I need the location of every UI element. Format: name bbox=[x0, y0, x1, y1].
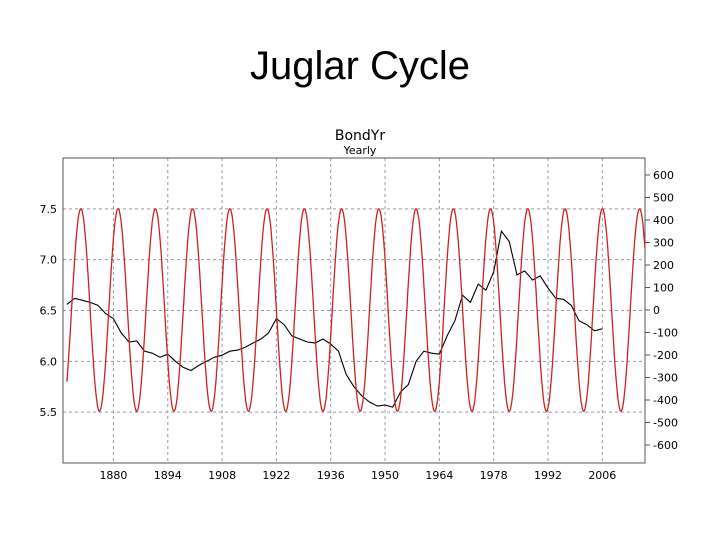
bond-yield-series-line bbox=[66, 229, 603, 408]
right-tick-label: -300 bbox=[653, 372, 678, 385]
left-tick-label: 6.5 bbox=[40, 305, 58, 318]
axis-labels: 1880 1894 1908 1922 1936 1950 1964 1978 1992 2006… bbox=[40, 169, 678, 482]
right-tick-label: 100 bbox=[653, 282, 674, 295]
right-tick-label: 300 bbox=[653, 237, 674, 250]
x-tick-label: 1880 bbox=[99, 469, 127, 482]
chart-subtitle: Yearly bbox=[343, 144, 377, 157]
x-tick-label: 1908 bbox=[208, 469, 236, 482]
slide-title: Juglar Cycle bbox=[249, 44, 471, 88]
right-tick-label: 400 bbox=[653, 214, 674, 227]
x-tick-label: 1992 bbox=[534, 469, 562, 482]
left-tick-label: 5.5 bbox=[40, 406, 58, 419]
cycle-series-line bbox=[66, 208, 646, 413]
grid-lines bbox=[63, 158, 645, 463]
x-tick-label: 1936 bbox=[317, 469, 345, 482]
right-tick-label: -500 bbox=[653, 417, 678, 430]
chart-svg: BondYr Yearly 1880 1894 1908 1922 1936 1950 19… bbox=[40, 128, 678, 482]
right-tick-label: 200 bbox=[653, 259, 674, 272]
right-tick-label: 0 bbox=[653, 304, 660, 317]
x-tick-label: 1964 bbox=[425, 469, 453, 482]
left-tick-label: 7.5 bbox=[40, 203, 58, 216]
chart: BondYr Yearly 1880 1894 1908 1922 1936 1950 19… bbox=[0, 120, 720, 490]
x-tick-label: 1978 bbox=[480, 469, 508, 482]
x-tick-label: 1922 bbox=[262, 469, 290, 482]
right-tick-label: -400 bbox=[653, 394, 678, 407]
left-tick-label: 7.0 bbox=[40, 254, 58, 267]
x-tick-label: 2006 bbox=[588, 469, 616, 482]
right-tick-label: -200 bbox=[653, 349, 678, 362]
right-tick-label: -100 bbox=[653, 327, 678, 340]
chart-title: BondYr bbox=[335, 128, 385, 144]
x-tick-label: 1894 bbox=[154, 469, 182, 482]
right-tick-label: 500 bbox=[653, 192, 674, 205]
right-tick-label: 600 bbox=[653, 169, 674, 182]
right-tick-label: -600 bbox=[653, 439, 678, 452]
left-tick-label: 6.0 bbox=[40, 355, 58, 368]
x-tick-label: 1950 bbox=[371, 469, 399, 482]
series-layer bbox=[66, 208, 646, 413]
